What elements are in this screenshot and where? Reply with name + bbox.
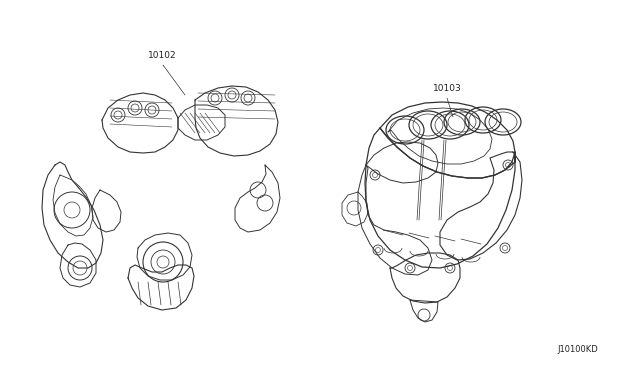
Text: 10102: 10102 [148, 51, 177, 60]
Text: J10100KD: J10100KD [557, 345, 598, 354]
Text: 10103: 10103 [433, 84, 461, 93]
